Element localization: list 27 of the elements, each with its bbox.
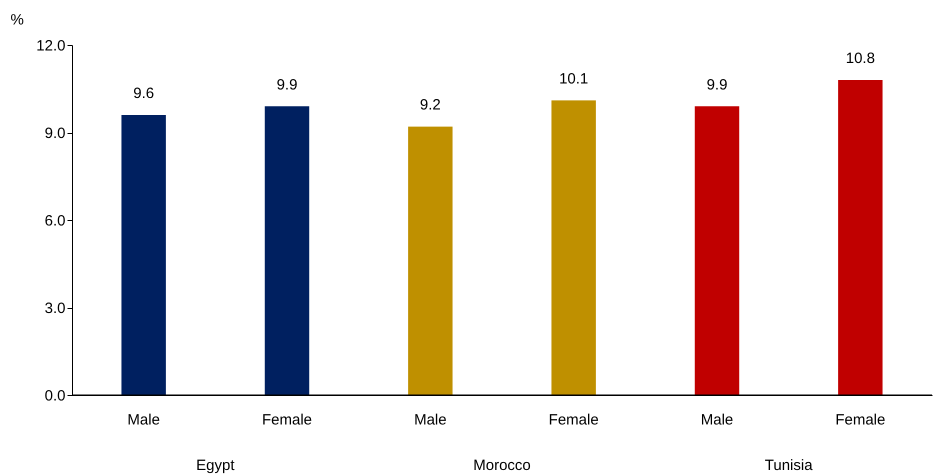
y-tick-label: 0.0 (44, 388, 66, 404)
text: Tunisia (764, 457, 814, 474)
bar (121, 115, 166, 395)
data-label: 10.8 (846, 50, 875, 67)
bar (264, 106, 310, 395)
x-tick-label: Female (835, 412, 886, 428)
bar (551, 100, 596, 395)
x-tick-label: Male (414, 412, 447, 428)
x-tick-label: Male (700, 412, 734, 428)
y-tick-label: 9.0 (44, 125, 66, 142)
data-label: 10.1 (559, 70, 588, 88)
text: Egypt (196, 457, 236, 474)
data-label: 9.9 (276, 76, 298, 94)
data-label: 9.9 (706, 76, 728, 94)
x-tick-label: Female (548, 412, 599, 428)
bar (694, 106, 740, 395)
y-tick-label: 3.0 (44, 300, 66, 317)
x-tick-label: Female (262, 412, 312, 428)
y-tick-label: 6.0 (44, 212, 66, 230)
bar (408, 126, 453, 395)
y-axis-title: % (10, 12, 24, 28)
data-label: 9.6 (133, 85, 154, 102)
bar (838, 80, 883, 395)
x-tick-label: Male (127, 412, 160, 428)
text: Morocco (473, 457, 531, 474)
data-label: 9.2 (420, 96, 441, 114)
y-tick-label: 12.0 (36, 38, 66, 54)
